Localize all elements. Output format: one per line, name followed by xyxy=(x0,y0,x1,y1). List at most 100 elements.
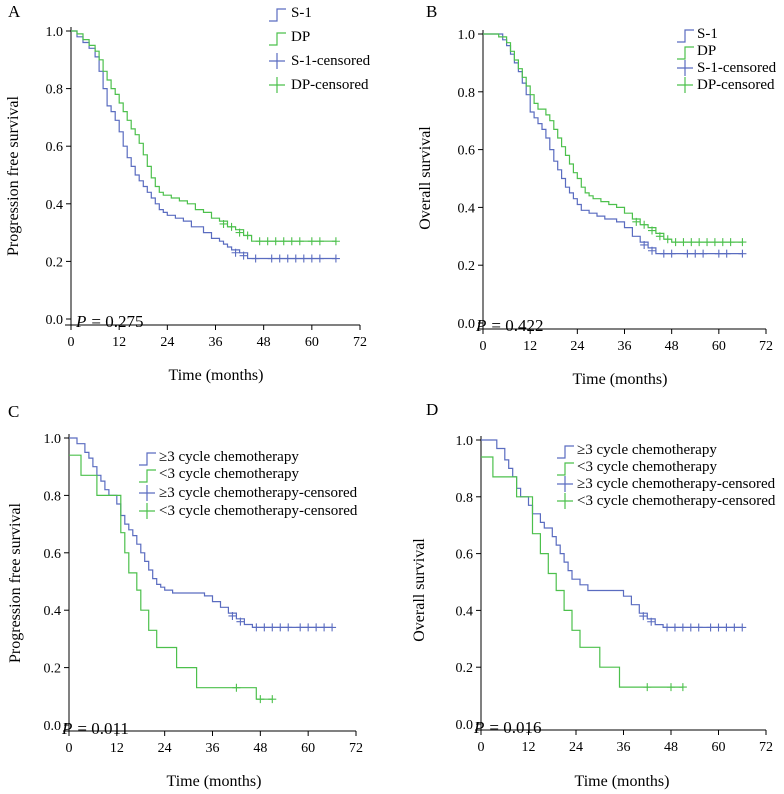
legend-step-swatch xyxy=(269,32,286,46)
blue-series-censor-mark xyxy=(663,623,672,632)
green-series-censor-mark xyxy=(263,237,272,246)
x-tick-label: 60 xyxy=(301,741,315,756)
x-tick-label: 48 xyxy=(257,335,271,350)
green-series-censor-mark xyxy=(268,695,277,704)
blue-series-censor-mark xyxy=(312,623,321,632)
x-axis-label: Time (months) xyxy=(169,367,264,384)
panel-label: D xyxy=(426,400,438,419)
blue-series-censor-mark xyxy=(228,611,237,620)
legend-censor-swatch xyxy=(677,60,693,76)
legend-step-swatch xyxy=(677,46,694,60)
blue-series-censor-mark xyxy=(647,617,656,626)
green-series-censor-mark xyxy=(307,237,316,246)
x-tick-label: 48 xyxy=(253,741,267,756)
green-series-censor-mark xyxy=(655,232,664,241)
x-tick-label: 60 xyxy=(712,740,726,755)
legend-entry: ≥3 cycle chemotherapy-censored xyxy=(159,485,358,501)
p-value: = 0.275 xyxy=(91,312,143,331)
green-series-censor-mark xyxy=(679,238,688,247)
panel-c: C Progression free survival Time (months… xyxy=(7,402,363,790)
y-tick-label: 0.2 xyxy=(46,255,64,270)
x-tick-label: 12 xyxy=(522,740,536,755)
y-tick-label: 0.4 xyxy=(458,201,476,216)
green-series-censor-mark xyxy=(718,238,727,247)
x-tick-label: 24 xyxy=(570,339,584,354)
legend-entry: S-1 xyxy=(291,5,312,21)
x-tick-label: 48 xyxy=(665,339,679,354)
blue-series-censor-mark xyxy=(331,254,340,263)
y-tick-label: 0.4 xyxy=(456,604,474,619)
legend: S-1 DP S-1-censored DP-censored xyxy=(697,26,777,93)
p-value: = 0.422 xyxy=(491,316,543,335)
green-series-censor-mark xyxy=(726,238,735,247)
x-tick-label: 36 xyxy=(617,740,631,755)
green-series-censor-mark xyxy=(227,222,236,231)
y-axis-label: Progression free survival xyxy=(7,502,24,663)
legend-entry: <3 cycle chemotherapy-censored xyxy=(159,503,358,519)
y-tick-label: 0.8 xyxy=(458,86,476,101)
x-tick-label: 12 xyxy=(110,741,124,756)
blue-series-censor-mark xyxy=(706,623,715,632)
green-series-censor-mark xyxy=(315,237,324,246)
blue-series-step-line xyxy=(483,33,743,255)
p-label: P xyxy=(473,718,484,737)
green-series-censor-mark xyxy=(671,238,680,247)
blue-series-censor-mark xyxy=(296,623,305,632)
green-series-censor-mark xyxy=(640,220,649,229)
blue-series-censor-mark xyxy=(328,623,337,632)
blue-series-step-line xyxy=(71,30,336,260)
green-series-censor-mark xyxy=(232,683,241,692)
legend-censor-swatch xyxy=(139,485,155,501)
p-value: = 0.016 xyxy=(489,718,541,737)
x-tick-label: 60 xyxy=(712,339,726,354)
blue-series-censor-mark xyxy=(251,254,260,263)
x-axis-label: Time (months) xyxy=(167,773,262,790)
legend-censor-swatch xyxy=(269,77,285,93)
blue-series-censor-mark xyxy=(722,623,731,632)
y-axis-label: Overall survival xyxy=(417,126,434,230)
legend-entry: S-1 xyxy=(697,26,718,42)
legend-step-swatch xyxy=(139,469,156,483)
blue-series-censor-mark xyxy=(639,612,648,621)
legend-censor-swatch xyxy=(557,476,573,492)
green-series-censor-mark xyxy=(648,226,657,235)
legend-entry: DP xyxy=(697,43,716,59)
y-tick-label: 1.0 xyxy=(46,25,64,40)
green-series-censor-mark xyxy=(678,683,687,692)
green-series-censor-mark xyxy=(667,683,675,692)
legend-entry: S-1-censored xyxy=(291,53,371,69)
green-series-censor-mark xyxy=(663,235,672,244)
blue-series-censor-mark xyxy=(275,254,284,263)
y-tick-label: 0.0 xyxy=(456,718,474,733)
p-label: P xyxy=(475,316,486,335)
p-value-text: P = 0.016 xyxy=(473,718,541,737)
green-series-step-line xyxy=(483,33,743,243)
x-tick-label: 48 xyxy=(664,740,678,755)
blue-series-censor-mark xyxy=(683,249,692,258)
blue-series-censor-mark xyxy=(714,249,723,258)
x-tick-label: 24 xyxy=(158,741,172,756)
legend-entry: ≥3 cycle chemotherapy-censored xyxy=(577,476,776,492)
green-series-censor-mark xyxy=(256,695,265,704)
legend-entry: <3 cycle chemotherapy xyxy=(577,459,718,475)
legend-censor-swatch xyxy=(139,503,155,519)
green-series-censor-mark xyxy=(687,238,696,247)
green-series-censor-mark xyxy=(632,217,641,226)
x-tick-label: 36 xyxy=(209,335,223,350)
green-series-censor-mark xyxy=(331,237,340,246)
y-tick-label: 1.0 xyxy=(458,28,476,43)
green-series-censor-mark xyxy=(703,238,712,247)
panel-label: A xyxy=(8,2,21,21)
y-tick-label: 0.4 xyxy=(44,604,62,619)
legend-entry: ≥3 cycle chemotherapy xyxy=(159,449,299,465)
legend-entry: DP xyxy=(291,29,310,45)
x-tick-label: 36 xyxy=(206,741,220,756)
x-axis-label: Time (months) xyxy=(575,773,670,790)
y-tick-label: 1.0 xyxy=(44,432,62,447)
panel-b: B Overall survival Time (months) P = 0.42… xyxy=(417,2,777,388)
blue-series-censor-mark xyxy=(648,246,657,255)
blue-series-censor-mark xyxy=(678,623,687,632)
x-axis-label: Time (months) xyxy=(573,371,668,388)
legend-step-swatch xyxy=(139,452,156,466)
legend: ≥3 cycle chemotherapy <3 cycle chemother… xyxy=(159,449,358,519)
